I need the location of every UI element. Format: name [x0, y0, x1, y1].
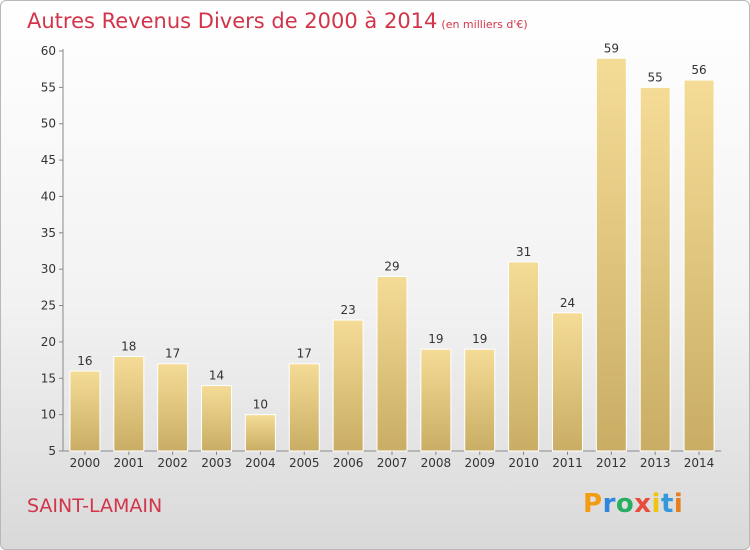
data-label-2000: 16 — [77, 354, 92, 368]
logo-letter: r — [602, 489, 616, 519]
x-tick-label: 2011 — [552, 456, 583, 470]
x-tick-label: 2003 — [201, 456, 232, 470]
bar-2008 — [420, 348, 452, 452]
x-tick-label: 2000 — [70, 456, 101, 470]
bar-2007 — [376, 275, 408, 452]
bar-2009 — [464, 348, 496, 452]
proxiti-logo: Proxiti — [583, 489, 683, 519]
axes: 5 10 15 20 25 30 35 40 45 50 55 60 2000 2001 2002 2003 2… — [41, 44, 721, 470]
x-tick-label: 2004 — [245, 456, 276, 470]
bar-2004 — [244, 414, 276, 452]
y-tick-label: 40 — [41, 189, 56, 203]
bar-2000 — [69, 370, 101, 452]
y-tick-label: 5 — [48, 444, 56, 458]
y-tick-label: 30 — [41, 262, 56, 276]
logo-letter: i — [651, 489, 661, 519]
x-tick-label: 2001 — [114, 456, 145, 470]
data-label-2006: 23 — [340, 303, 355, 317]
data-label-2010: 31 — [516, 245, 531, 259]
bars — [69, 57, 715, 452]
data-label-2012: 59 — [604, 41, 619, 55]
x-tick-label: 2010 — [508, 456, 539, 470]
bar-2013 — [639, 86, 671, 452]
y-tick-label: 15 — [41, 371, 56, 385]
commune-name: SAINT-LAMAIN — [27, 495, 163, 517]
data-label-2003: 14 — [209, 369, 224, 383]
logo-letter: o — [615, 489, 635, 519]
data-labels: 16 18 17 14 10 17 23 29 19 19 31 24 59 55 56 — [77, 41, 706, 411]
x-tick-label: 2005 — [289, 456, 320, 470]
chart-subtitle: (en milliers d'€) — [441, 18, 528, 31]
bar-2011 — [551, 312, 583, 452]
logo-letter: i — [673, 489, 684, 519]
data-label-2005: 17 — [297, 347, 312, 361]
bar-2012 — [595, 57, 627, 452]
data-label-2007: 29 — [384, 259, 399, 273]
data-label-2011: 24 — [560, 296, 575, 310]
data-label-2008: 19 — [428, 332, 443, 346]
x-tick-label: 2009 — [464, 456, 495, 470]
data-label-2002: 17 — [165, 347, 180, 361]
logo-letter: x — [634, 489, 652, 519]
y-tick-label: 10 — [41, 408, 56, 422]
bar-2010 — [508, 261, 540, 452]
y-tick-label: 60 — [41, 44, 56, 58]
bar-2001 — [113, 355, 145, 452]
bar-2003 — [201, 385, 233, 452]
chart-title-text: Autres Revenus Divers de 2000 à 2014 — [27, 9, 438, 33]
y-tick-label: 50 — [41, 117, 56, 131]
y-tick-label: 45 — [41, 153, 56, 167]
x-tick-label: 2014 — [684, 456, 715, 470]
bar-2006 — [332, 319, 364, 452]
x-tick-label: 2006 — [333, 456, 364, 470]
y-tick-label: 20 — [41, 335, 56, 349]
logo-letter: P — [583, 489, 603, 519]
y-tick-label: 35 — [41, 226, 56, 240]
data-label-2001: 18 — [121, 339, 136, 353]
data-label-2013: 55 — [648, 70, 663, 84]
x-tick-label: 2002 — [157, 456, 188, 470]
y-tick-label: 55 — [41, 80, 56, 94]
x-tick-label: 2008 — [421, 456, 452, 470]
data-label-2014: 56 — [691, 63, 706, 77]
data-label-2004: 10 — [253, 398, 268, 412]
x-tick-label: 2013 — [640, 456, 671, 470]
y-tick-label: 25 — [41, 299, 56, 313]
x-tick-label: 2012 — [596, 456, 627, 470]
bar-2014 — [683, 79, 715, 452]
chart-title: Autres Revenus Divers de 2000 à 2014 (en … — [27, 9, 528, 33]
logo-letter: t — [660, 489, 674, 519]
data-label-2009: 19 — [472, 332, 487, 346]
bar-2002 — [157, 363, 189, 452]
bar-2005 — [288, 363, 320, 452]
x-tick-label: 2007 — [377, 456, 408, 470]
